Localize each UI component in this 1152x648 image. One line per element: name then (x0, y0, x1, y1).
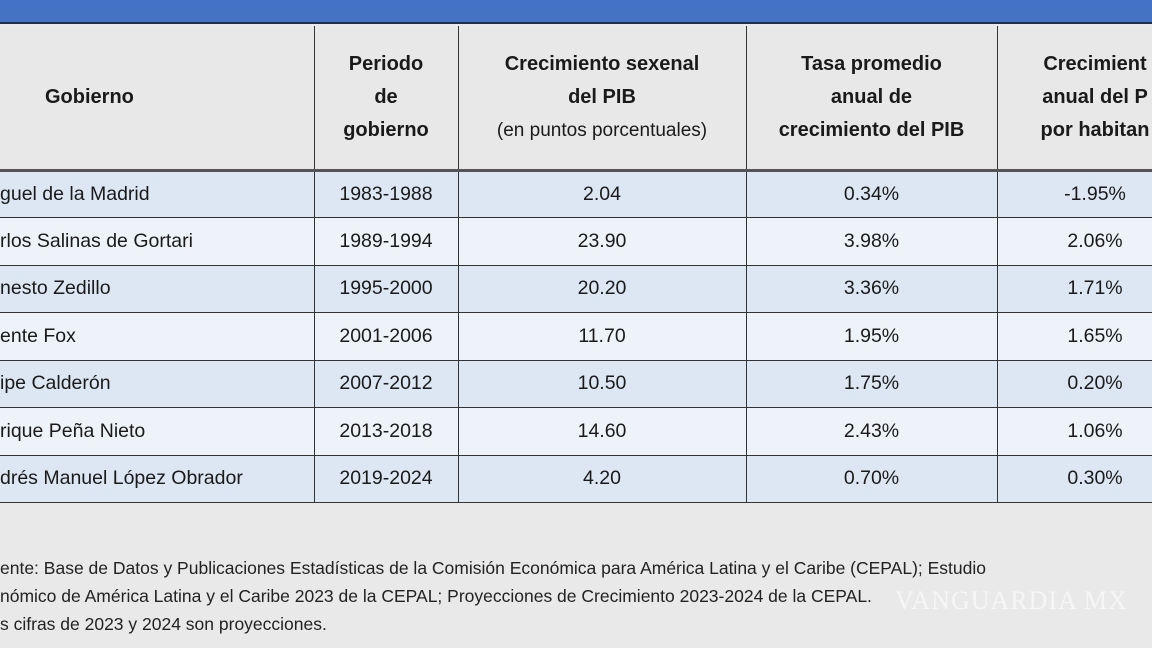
source-note: ente: Base de Datos y Publicaciones Esta… (0, 554, 986, 638)
header-line: de (374, 85, 398, 108)
cell-crecimiento-sexenal: 14.60 (457, 407, 747, 456)
cell-periodo: 2007-2012 (313, 360, 459, 408)
table-row: guel de la Madrid 1983-1988 2.04 0.34% -1.95… (0, 170, 1152, 218)
cell-crecimiento-sexenal: 23.90 (457, 217, 747, 266)
cell-periodo: 1983-1988 (313, 170, 459, 218)
cell-tasa-promedio: 2.43% (745, 407, 998, 456)
cell-tasa-promedio: 0.34% (745, 170, 998, 218)
header-crecimiento-por-habitante: Crecimient anual del P por habitan (996, 26, 1152, 172)
cell-tasa-promedio: 1.95% (745, 312, 998, 361)
gdp-growth-table: Gobierno Periodo de gobierno Crecimiento sex… (0, 26, 1152, 503)
cell-gobierno: drés Manuel López Obrador (0, 455, 315, 503)
header-line: por habitan (1040, 118, 1150, 141)
footer-line: ente: Base de Datos y Publicaciones Esta… (0, 558, 986, 578)
cell-tasa-promedio: 1.75% (745, 360, 998, 408)
header-line: anual del P (1042, 85, 1148, 108)
cell-crecimiento-sexenal: 2.04 (457, 170, 747, 218)
table-row: rlos Salinas de Gortari 1989-1994 23.90 3.9… (0, 217, 1152, 266)
cell-crecimiento-sexenal: 4.20 (457, 455, 747, 503)
header-line: crecimiento del PIB (778, 118, 965, 141)
header-line: Crecimient (1043, 52, 1147, 75)
cell-crecimiento-sexenal: 10.50 (457, 360, 747, 408)
cell-crecimiento-por-habitante: -1.95% (996, 170, 1152, 218)
header-line: Tasa promedio (801, 52, 942, 75)
header-line: Crecimiento sexenal (504, 52, 700, 75)
cell-gobierno: nesto Zedillo (0, 265, 315, 313)
cell-periodo: 2001-2006 (313, 312, 459, 361)
cell-crecimiento-por-habitante: 1.71% (996, 265, 1152, 313)
header-line: Periodo (348, 52, 424, 75)
header-line: Gobierno (45, 85, 134, 108)
cell-gobierno: ente Fox (0, 312, 315, 361)
cell-crecimiento-por-habitante: 1.65% (996, 312, 1152, 361)
top-blue-bar (0, 0, 1152, 24)
table-row: drés Manuel López Obrador 2019-2024 4.20 0.… (0, 455, 1152, 503)
table-row: ipe Calderón 2007-2012 10.50 1.75% 0.20% (0, 360, 1152, 408)
cell-periodo: 2013-2018 (313, 407, 459, 456)
header-periodo: Periodo de gobierno (313, 26, 459, 172)
cell-periodo: 2019-2024 (313, 455, 459, 503)
table-row: nesto Zedillo 1995-2000 20.20 3.36% 1.71% (0, 265, 1152, 313)
cell-crecimiento-por-habitante: 1.06% (996, 407, 1152, 456)
watermark-logo: VANGUARDIA MX (895, 586, 1128, 615)
cell-crecimiento-por-habitante: 0.20% (996, 360, 1152, 408)
header-gobierno: Gobierno (0, 26, 315, 172)
cell-periodo: 1995-2000 (313, 265, 459, 313)
footer-line: nómico de América Latina y el Caribe 202… (0, 586, 872, 606)
header-line: del PIB (568, 85, 636, 108)
header-line: anual de (830, 85, 913, 108)
footer-line: s cifras de 2023 y 2024 son proyecciones… (0, 614, 327, 634)
header-line: gobierno (343, 118, 429, 141)
cell-gobierno: ipe Calderón (0, 360, 315, 408)
cell-crecimiento-por-habitante: 0.30% (996, 455, 1152, 503)
cell-crecimiento-por-habitante: 2.06% (996, 217, 1152, 266)
cell-tasa-promedio: 3.98% (745, 217, 998, 266)
cell-gobierno: rique Peña Nieto (0, 407, 315, 456)
header-subtitle: (en puntos porcentuales) (496, 119, 708, 141)
table-row: ente Fox 2001-2006 11.70 1.95% 1.65% (0, 312, 1152, 361)
header-tasa-promedio: Tasa promedio anual de crecimiento del PIB (745, 26, 998, 172)
table-header-row: Gobierno Periodo de gobierno Crecimiento sex… (0, 26, 1152, 172)
table-row: rique Peña Nieto 2013-2018 14.60 2.43% 1.06% (0, 407, 1152, 456)
cell-periodo: 1989-1994 (313, 217, 459, 266)
cell-tasa-promedio: 0.70% (745, 455, 998, 503)
cell-crecimiento-sexenal: 11.70 (457, 312, 747, 361)
cell-tasa-promedio: 3.36% (745, 265, 998, 313)
cell-crecimiento-sexenal: 20.20 (457, 265, 747, 313)
cell-gobierno: guel de la Madrid (0, 170, 315, 218)
cell-gobierno: rlos Salinas de Gortari (0, 217, 315, 266)
header-crecimiento-sexenal: Crecimiento sexenal del PIB (en puntos por… (457, 26, 747, 172)
